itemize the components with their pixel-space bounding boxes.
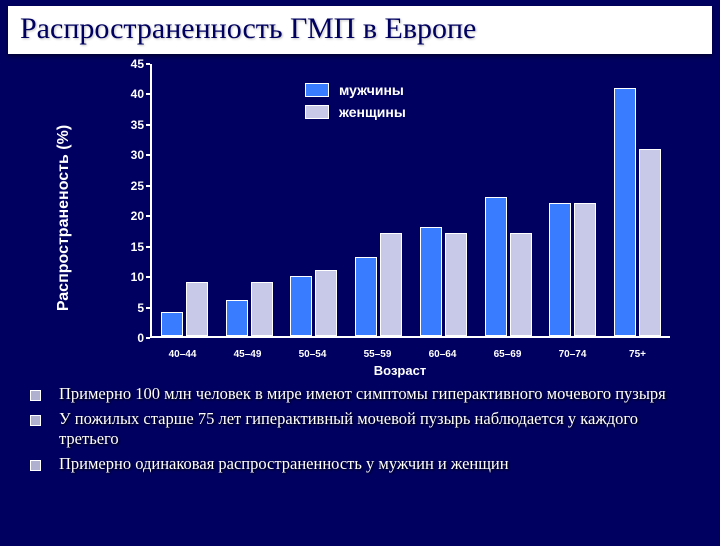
legend: мужчины женщины <box>305 82 406 126</box>
x-axis-title: Возраст <box>120 363 680 378</box>
bar <box>549 203 571 336</box>
legend-swatch-men <box>305 83 329 97</box>
plot-area: 051015202530354045 мужчины женщины <box>150 64 670 338</box>
chart-container: Распространеность (%) 051015202530354045… <box>120 58 680 378</box>
x-tick-label: 45–49 <box>215 349 280 360</box>
bullet-icon <box>30 415 41 426</box>
x-axis <box>150 336 670 338</box>
y-tick-mark <box>146 154 150 156</box>
y-tick-mark <box>146 276 150 278</box>
y-tick-mark <box>146 246 150 248</box>
bars-area <box>152 64 670 336</box>
legend-item-women: женщины <box>305 104 406 120</box>
y-tick-mark <box>146 63 150 65</box>
list-item: Примерно одинаковая распространенность у… <box>24 454 696 475</box>
x-tick-labels: 40–4445–4950–5455–5960–6465–6970–7475+ <box>150 349 670 360</box>
x-tick-label: 70–74 <box>540 349 605 360</box>
bar <box>186 282 208 336</box>
x-tick-label: 50–54 <box>280 349 345 360</box>
bullet-icon <box>30 460 41 471</box>
bullet-text: У пожилых старше 75 лет гиперактивный мо… <box>59 409 696 450</box>
legend-label-men: мужчины <box>339 82 404 98</box>
y-tick-label: 10 <box>131 270 144 284</box>
legend-item-men: мужчины <box>305 82 406 98</box>
x-tick-label: 40–44 <box>150 349 215 360</box>
y-axis-label: Распространеность (%) <box>55 125 73 311</box>
bar <box>485 197 507 336</box>
bar-group <box>152 64 217 336</box>
y-tick-label: 15 <box>131 240 144 254</box>
bar <box>161 312 183 336</box>
bar <box>315 270 337 336</box>
list-item: У пожилых старше 75 лет гиперактивный мо… <box>24 409 696 450</box>
y-tick-label: 40 <box>131 87 144 101</box>
bar-group <box>411 64 476 336</box>
bar <box>420 227 442 336</box>
bar-group <box>605 64 670 336</box>
page-title: Распространенность ГМП в Европе <box>8 6 712 54</box>
x-tick-label: 65–69 <box>475 349 540 360</box>
bar <box>510 233 532 336</box>
bar-group <box>476 64 541 336</box>
x-tick-label: 75+ <box>605 349 670 360</box>
y-tick-label: 25 <box>131 179 144 193</box>
y-tick-mark <box>146 307 150 309</box>
y-tick-mark <box>146 124 150 126</box>
y-tick-label: 30 <box>131 148 144 162</box>
bar <box>380 233 402 336</box>
y-tick-label: 35 <box>131 118 144 132</box>
bar <box>251 282 273 336</box>
bar <box>355 257 377 336</box>
bar <box>445 233 467 336</box>
list-item: Примерно 100 млн человек в мире имеют си… <box>24 384 696 405</box>
bar <box>639 149 661 336</box>
legend-swatch-women <box>305 105 329 119</box>
bar <box>614 88 636 336</box>
bullet-list: Примерно 100 млн человек в мире имеют си… <box>24 384 696 475</box>
y-tick-mark <box>146 215 150 217</box>
y-tick-label: 0 <box>137 331 144 345</box>
x-tick-label: 55–59 <box>345 349 410 360</box>
y-tick-mark <box>146 93 150 95</box>
bullet-icon <box>30 390 41 401</box>
y-tick-label: 5 <box>137 301 144 315</box>
y-tick-label: 45 <box>131 57 144 71</box>
y-tick-mark <box>146 337 150 339</box>
x-tick-label: 60–64 <box>410 349 475 360</box>
bullet-text: Примерно 100 млн человек в мире имеют си… <box>59 384 666 405</box>
legend-label-women: женщины <box>339 104 406 120</box>
bar <box>574 203 596 336</box>
bar-group <box>217 64 282 336</box>
y-tick-mark <box>146 185 150 187</box>
bar-group <box>541 64 606 336</box>
y-tick-label: 20 <box>131 209 144 223</box>
bar <box>226 300 248 336</box>
bullet-text: Примерно одинаковая распространенность у… <box>59 454 509 475</box>
bar <box>290 276 312 336</box>
